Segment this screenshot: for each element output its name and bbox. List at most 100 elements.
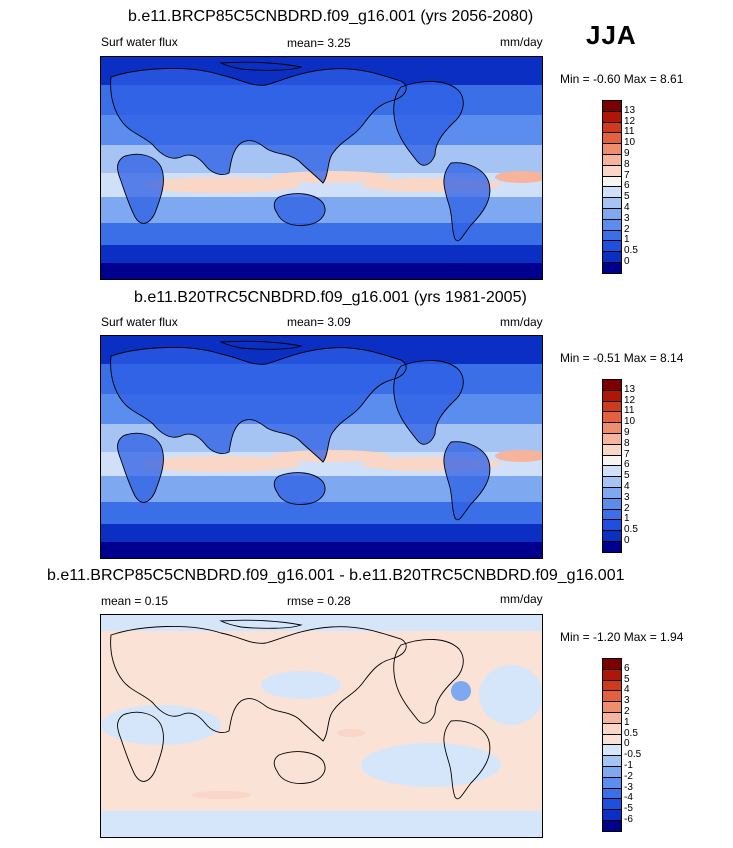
panel2-colorbar (602, 379, 622, 553)
coastline (110, 67, 407, 184)
panel3-colorbar (602, 658, 622, 832)
coastline (219, 340, 303, 350)
map-band-antarctica (101, 542, 542, 558)
colorbar-tick-label: 13 (624, 104, 636, 116)
coastline (219, 61, 303, 71)
colorbar-box (602, 820, 622, 832)
colorbar-tick-label: -5 (624, 803, 633, 815)
colorbar-tick-label: 8 (624, 437, 630, 449)
colorbar-tick-label: 7 (624, 169, 630, 181)
colorbar-tick-label: 13 (624, 383, 636, 395)
colorbar-tick-label: 9 (624, 148, 630, 159)
colorbar-tick-label: 2 (624, 223, 630, 235)
panel1-mean: mean= 3.25 (287, 36, 351, 50)
coastline (393, 359, 464, 445)
colorbar-tick-label: 10 (624, 137, 636, 149)
panel2-variable-label: Surf water flux (101, 315, 178, 329)
colorbar-tick-label: 2 (624, 706, 630, 717)
colorbar-tick-label: -2 (624, 770, 633, 782)
land-fill (443, 162, 490, 241)
map-cool-zone (361, 743, 501, 787)
colorbar-tick-label: 5 (624, 470, 630, 482)
map-band-arctic (101, 615, 542, 631)
map-warm-zone (271, 171, 391, 183)
panel2-title: b.e11.B20TRC5CNBDRD.f09_g16.001 (yrs 198… (134, 289, 527, 306)
colorbar-tick-label: 1 (624, 234, 630, 246)
land-fill (110, 347, 407, 462)
colorbar-tick-label: 0 (624, 738, 630, 750)
coastline (110, 346, 407, 463)
colorbar-tick-label: 6 (624, 662, 630, 674)
colorbar-box (602, 262, 622, 274)
land-fill (274, 472, 326, 505)
coastline (393, 80, 464, 166)
panel1-map-svg (101, 57, 542, 279)
colorbar-tick-label: 12 (624, 394, 636, 406)
colorbar-tick-label: 11 (624, 405, 635, 417)
colorbar-tick-label: 0.5 (624, 727, 638, 739)
land-fill (274, 193, 326, 226)
colorbar-tick-label: 4 (624, 202, 630, 213)
land-fill (393, 81, 464, 166)
coastline (219, 619, 303, 629)
colorbar-tick-label: 4 (624, 481, 630, 492)
panel3-rmse: rmse = 0.28 (287, 594, 351, 608)
colorbar-tick-label: 9 (624, 427, 630, 438)
map-warm-spot (337, 729, 365, 737)
panel3-map-svg (101, 615, 542, 837)
colorbar-tick-label: -0.5 (624, 749, 642, 761)
coastline (273, 751, 326, 784)
colorbar-tick-label: 11 (624, 126, 635, 138)
colorbar-tick-label: 0.5 (624, 524, 638, 536)
colorbar-tick-label: 0 (624, 535, 630, 546)
panel1-variable-label: Surf water flux (101, 35, 178, 49)
land-fill (117, 433, 164, 503)
map-cool-zone (479, 665, 542, 725)
coastline (443, 720, 491, 800)
panel2-map (100, 335, 543, 559)
panel1-map (100, 56, 543, 280)
panel1-units: mm/day (500, 35, 543, 49)
coastline (443, 441, 491, 521)
panel3-units: mm/day (500, 592, 543, 606)
panel2-units: mm/day (500, 315, 543, 329)
land-fill (110, 68, 407, 183)
colorbar-tick-label: 1 (624, 513, 630, 525)
map-cool-spot (451, 681, 471, 701)
panel1-colorbar (602, 100, 622, 274)
colorbar-tick-label: -6 (624, 814, 633, 825)
map-band-southern-ocean (101, 223, 542, 245)
map-band-southern-ocean (101, 502, 542, 524)
land-fill (117, 154, 164, 224)
colorbar-tick-label: 3 (624, 491, 630, 503)
colorbar-tick-label: 1 (624, 716, 630, 728)
colorbar-tick-label: -4 (624, 792, 633, 804)
colorbar-tick-label: 6 (624, 459, 630, 471)
colorbar-tick-label: 12 (624, 115, 636, 127)
coastline (273, 472, 326, 505)
colorbar-tick-label: 6 (624, 180, 630, 192)
panel3-map (100, 614, 543, 838)
map-warm-zone (495, 171, 542, 183)
coastline (117, 711, 164, 782)
map-cool-zone (261, 671, 341, 699)
panel3-title: b.e11.BRCP85C5CNBDRD.f09_g16.001 - b.e11… (47, 567, 625, 584)
colorbar-tick-label: -1 (624, 760, 633, 771)
panel2-map-svg (101, 336, 542, 558)
panel2-mean: mean= 3.09 (287, 315, 351, 329)
colorbar-tick-label: 8 (624, 158, 630, 170)
land-fill (393, 360, 464, 445)
colorbar-tick-label: 2 (624, 502, 630, 514)
coastline (110, 625, 407, 742)
colorbar-tick-label: 0.5 (624, 245, 638, 257)
panel3-mean: mean = 0.15 (101, 594, 169, 608)
colorbar-tick-label: 0 (624, 256, 630, 267)
colorbar-tick-label: -3 (624, 781, 633, 793)
colorbar-tick-label: 3 (624, 695, 630, 707)
panel2-minmax: Min = -0.51 Max = 8.14 (560, 351, 684, 365)
colorbar-tick-label: 4 (624, 684, 630, 696)
land-fill (443, 441, 490, 520)
map-warm-zone (271, 450, 391, 462)
colorbar-tick-label: 10 (624, 416, 636, 428)
coastline (117, 432, 164, 503)
